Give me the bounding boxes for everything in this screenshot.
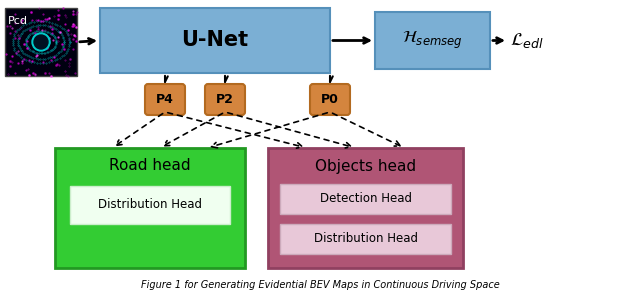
Text: Objects head: Objects head <box>315 158 416 173</box>
Text: P2: P2 <box>216 93 234 106</box>
FancyBboxPatch shape <box>375 12 490 69</box>
Circle shape <box>34 35 48 49</box>
FancyBboxPatch shape <box>280 224 451 254</box>
Text: Detection Head: Detection Head <box>319 193 412 205</box>
Text: $\mathcal{H}_{semseg}$: $\mathcal{H}_{semseg}$ <box>402 30 463 51</box>
FancyBboxPatch shape <box>5 8 77 76</box>
Text: Figure 1 for Generating Evidential BEV Maps in Continuous Driving Space: Figure 1 for Generating Evidential BEV M… <box>141 280 499 290</box>
Text: Distribution Head: Distribution Head <box>98 199 202 211</box>
Text: P4: P4 <box>156 93 174 106</box>
Text: Pcd: Pcd <box>8 16 28 26</box>
Text: U-Net: U-Net <box>181 30 248 51</box>
FancyBboxPatch shape <box>205 84 245 115</box>
FancyBboxPatch shape <box>268 148 463 268</box>
Text: Distribution Head: Distribution Head <box>314 233 417 245</box>
Text: Road head: Road head <box>109 158 191 173</box>
FancyBboxPatch shape <box>280 184 451 214</box>
FancyBboxPatch shape <box>310 84 350 115</box>
FancyBboxPatch shape <box>70 186 230 224</box>
FancyBboxPatch shape <box>145 84 185 115</box>
Circle shape <box>32 33 50 51</box>
Text: P0: P0 <box>321 93 339 106</box>
FancyBboxPatch shape <box>100 8 330 73</box>
Text: $\mathcal{L}_{edl}$: $\mathcal{L}_{edl}$ <box>510 31 544 50</box>
FancyBboxPatch shape <box>55 148 245 268</box>
